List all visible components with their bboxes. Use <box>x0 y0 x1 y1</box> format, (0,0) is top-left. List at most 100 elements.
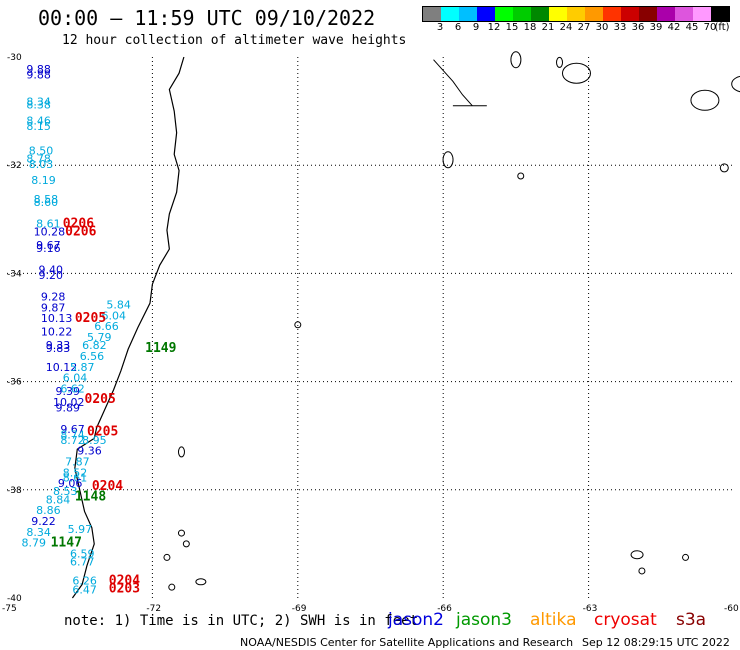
color-swatch <box>477 7 495 21</box>
island-outline <box>177 529 185 537</box>
generated-timestamp: Sep 12 08:29:15 UTC 2022 <box>582 636 730 649</box>
longitude-label: -63 <box>583 604 598 614</box>
wave-height-observation: 6.59 <box>70 547 95 560</box>
island-outline <box>442 151 454 169</box>
color-scale-tick: 9 <box>472 22 480 33</box>
wave-height-observation: 8.61 <box>63 472 87 485</box>
latitude-label: -36 <box>7 378 22 388</box>
color-swatch <box>603 7 621 21</box>
wave-height-observation: 8.60 <box>34 196 59 209</box>
wave-height-observation: 8.52 <box>63 466 87 479</box>
wave-height-observation: 8.61 <box>36 217 61 230</box>
island-outline <box>638 567 646 575</box>
wave-height-observation: 6.66 <box>94 320 119 333</box>
satellite-legend-jason3: jason3 <box>456 610 512 630</box>
color-scale-tick: (ft) <box>714 22 730 33</box>
color-scale-tick: 33 <box>613 22 627 33</box>
wave-height-observation: 9.06 <box>58 477 83 490</box>
wave-height-observation: 9.88 <box>26 63 50 76</box>
wave-height-observation: 8.15 <box>26 120 50 133</box>
river-line <box>433 59 473 107</box>
wave-height-observation: 6.62 <box>60 382 85 395</box>
color-swatch <box>657 7 675 21</box>
color-scale-tick: 30 <box>595 22 609 33</box>
longitude-label: -60 <box>724 604 739 614</box>
island-outline <box>177 446 185 458</box>
coastline <box>71 56 185 599</box>
wave-height-observation: 10.12 <box>46 361 77 374</box>
wave-height-observation: 7.87 <box>65 455 90 468</box>
longitude-label: -75 <box>2 604 17 614</box>
satellite-legend-s3a: s3a <box>676 610 707 630</box>
longitude-label: -66 <box>437 604 452 614</box>
wave-height-observation: 8.46 <box>26 115 50 128</box>
color-swatch <box>567 7 585 21</box>
wave-height-observation: 8.58 <box>34 193 59 206</box>
island-outline <box>182 540 190 548</box>
wave-height-observation: 6.04 <box>63 372 87 385</box>
wave-height-observation: 6.77 <box>70 556 95 569</box>
color-swatch <box>693 7 711 21</box>
wave-height-observation: 9.39 <box>55 385 80 398</box>
wave-height-observation: 8.34 <box>26 96 50 109</box>
wave-height-observation: 8.38 <box>26 98 50 111</box>
island-outline <box>556 56 564 68</box>
wave-height-observation: 10.02 <box>53 396 85 409</box>
wave-height-observation: 8.03 <box>29 158 53 171</box>
color-scale-tick: 45 <box>685 22 699 33</box>
wave-height-observation: 6.47 <box>72 584 97 597</box>
wave-height-observation: 10.22 <box>41 326 73 339</box>
color-scale-tick: 27 <box>577 22 591 33</box>
wave-height-observation: 9.67 <box>60 423 85 436</box>
island-outline <box>163 553 171 561</box>
pass-timestamp: 0205 <box>75 311 106 326</box>
wave-height-observation: 6.82 <box>82 339 107 352</box>
wave-height-observation: 9.89 <box>55 401 80 414</box>
color-scale-tick: 15 <box>505 22 519 33</box>
latitude-label: -34 <box>7 269 22 279</box>
wave-height-observation: 9.16 <box>36 242 61 255</box>
color-scale-tick: 18 <box>523 22 537 33</box>
wave-height-observation: 5.79 <box>87 331 112 344</box>
wave-height-observation: 6.26 <box>72 574 97 587</box>
color-scale-tick: 36 <box>631 22 645 33</box>
wave-height-observation: 9.83 <box>46 342 70 355</box>
color-scale-tick: 39 <box>649 22 663 33</box>
wave-height-observation: 8.95 <box>82 434 107 447</box>
color-swatch <box>711 7 729 21</box>
color-scale-tick: 3 <box>436 22 444 33</box>
wave-height-observation: 9.20 <box>39 269 64 282</box>
wave-height-observation: 10.28 <box>34 226 65 239</box>
pass-timestamp: 0206 <box>65 225 96 240</box>
color-swatch <box>513 7 531 21</box>
longitude-label: -72 <box>146 604 161 614</box>
wave-height-observation: 6.04 <box>102 309 127 322</box>
wave-height-observation: 8.19 <box>31 174 56 187</box>
wave-height-observation: 8.34 <box>26 526 50 539</box>
island-outline <box>510 51 522 69</box>
color-scale-tick: 12 <box>487 22 501 33</box>
island-outline <box>690 89 720 111</box>
color-swatch <box>531 7 549 21</box>
color-swatch <box>621 7 639 21</box>
pass-timestamp: 1148 <box>75 490 106 505</box>
island-outline <box>561 62 591 84</box>
pass-timestamp: 0203 <box>109 582 140 597</box>
wave-height-observation: 8.53 <box>53 485 78 498</box>
island-outline <box>630 550 644 560</box>
wave-height-observation: 9.33 <box>46 339 70 352</box>
wave-height-observation: 9.88 <box>26 69 50 82</box>
satellite-legend-altika: altika <box>530 610 577 630</box>
wave-height-observation: 5.87 <box>70 361 95 374</box>
footer-note: note: 1) Time is in UTC; 2) SWH is in fe… <box>64 613 418 629</box>
pass-timestamp: 1149 <box>145 341 176 356</box>
wave-height-observation: 9.67 <box>36 239 61 252</box>
pass-timestamp: 0204 <box>109 573 140 588</box>
wave-height-observation: 9.87 <box>41 301 66 314</box>
wave-height-observation: 8.84 <box>46 493 70 506</box>
island-outline <box>517 172 525 180</box>
wave-height-observation: 10.13 <box>41 312 73 325</box>
island-outline <box>682 553 690 561</box>
satellite-legend-jason2: jason2 <box>388 610 444 630</box>
island-outline <box>731 75 740 93</box>
